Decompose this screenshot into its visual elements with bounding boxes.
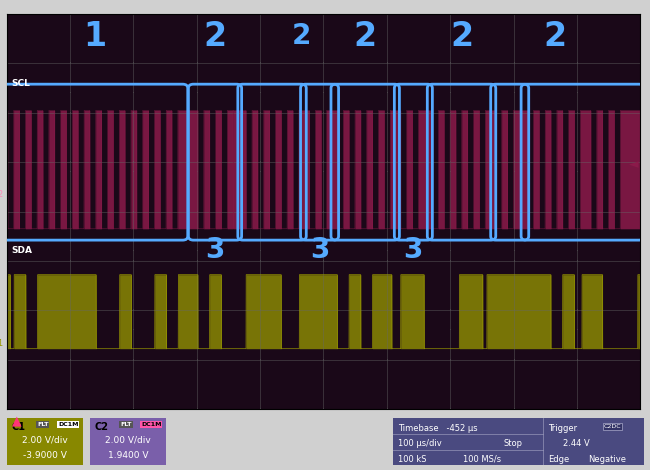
Text: 2: 2 xyxy=(291,22,311,50)
Text: FLT: FLT xyxy=(37,422,49,427)
Text: 2: 2 xyxy=(450,20,473,53)
Text: -3.9000 V: -3.9000 V xyxy=(23,451,67,461)
Text: C1: C1 xyxy=(11,422,25,432)
Text: 100 kS: 100 kS xyxy=(398,455,427,464)
Text: Stop: Stop xyxy=(503,439,523,448)
Text: Timebase   -452 μs: Timebase -452 μs xyxy=(398,424,478,433)
Text: DC1M: DC1M xyxy=(141,422,162,427)
Text: C2: C2 xyxy=(0,190,3,199)
Text: 3: 3 xyxy=(404,236,423,264)
Text: ▲: ▲ xyxy=(12,415,21,428)
Text: C2: C2 xyxy=(94,422,109,432)
Text: 1: 1 xyxy=(84,20,107,53)
Text: 3: 3 xyxy=(310,236,330,264)
Text: 100 MS/s: 100 MS/s xyxy=(463,455,501,464)
Text: 1.9400 V: 1.9400 V xyxy=(108,451,148,461)
Text: 2.00 V/div: 2.00 V/div xyxy=(105,435,151,445)
Text: C1: C1 xyxy=(0,339,3,348)
Text: Edge: Edge xyxy=(549,455,569,464)
Text: Negative: Negative xyxy=(588,455,627,464)
Text: 2.44 V: 2.44 V xyxy=(564,439,590,448)
Text: FLT: FLT xyxy=(120,422,132,427)
Text: 2.00 V/div: 2.00 V/div xyxy=(22,435,68,445)
Text: 100 μs/div: 100 μs/div xyxy=(398,439,442,448)
Text: 2: 2 xyxy=(354,20,377,53)
Text: C2DC: C2DC xyxy=(603,424,621,429)
Text: SCL: SCL xyxy=(12,78,31,88)
Text: 3: 3 xyxy=(205,236,225,264)
Text: 2: 2 xyxy=(543,20,566,53)
Text: Trigger: Trigger xyxy=(549,424,578,433)
Text: 2: 2 xyxy=(203,20,227,53)
Text: SDA: SDA xyxy=(12,246,32,256)
Text: DC1M: DC1M xyxy=(58,422,79,427)
Text: ◄: ◄ xyxy=(629,158,638,171)
